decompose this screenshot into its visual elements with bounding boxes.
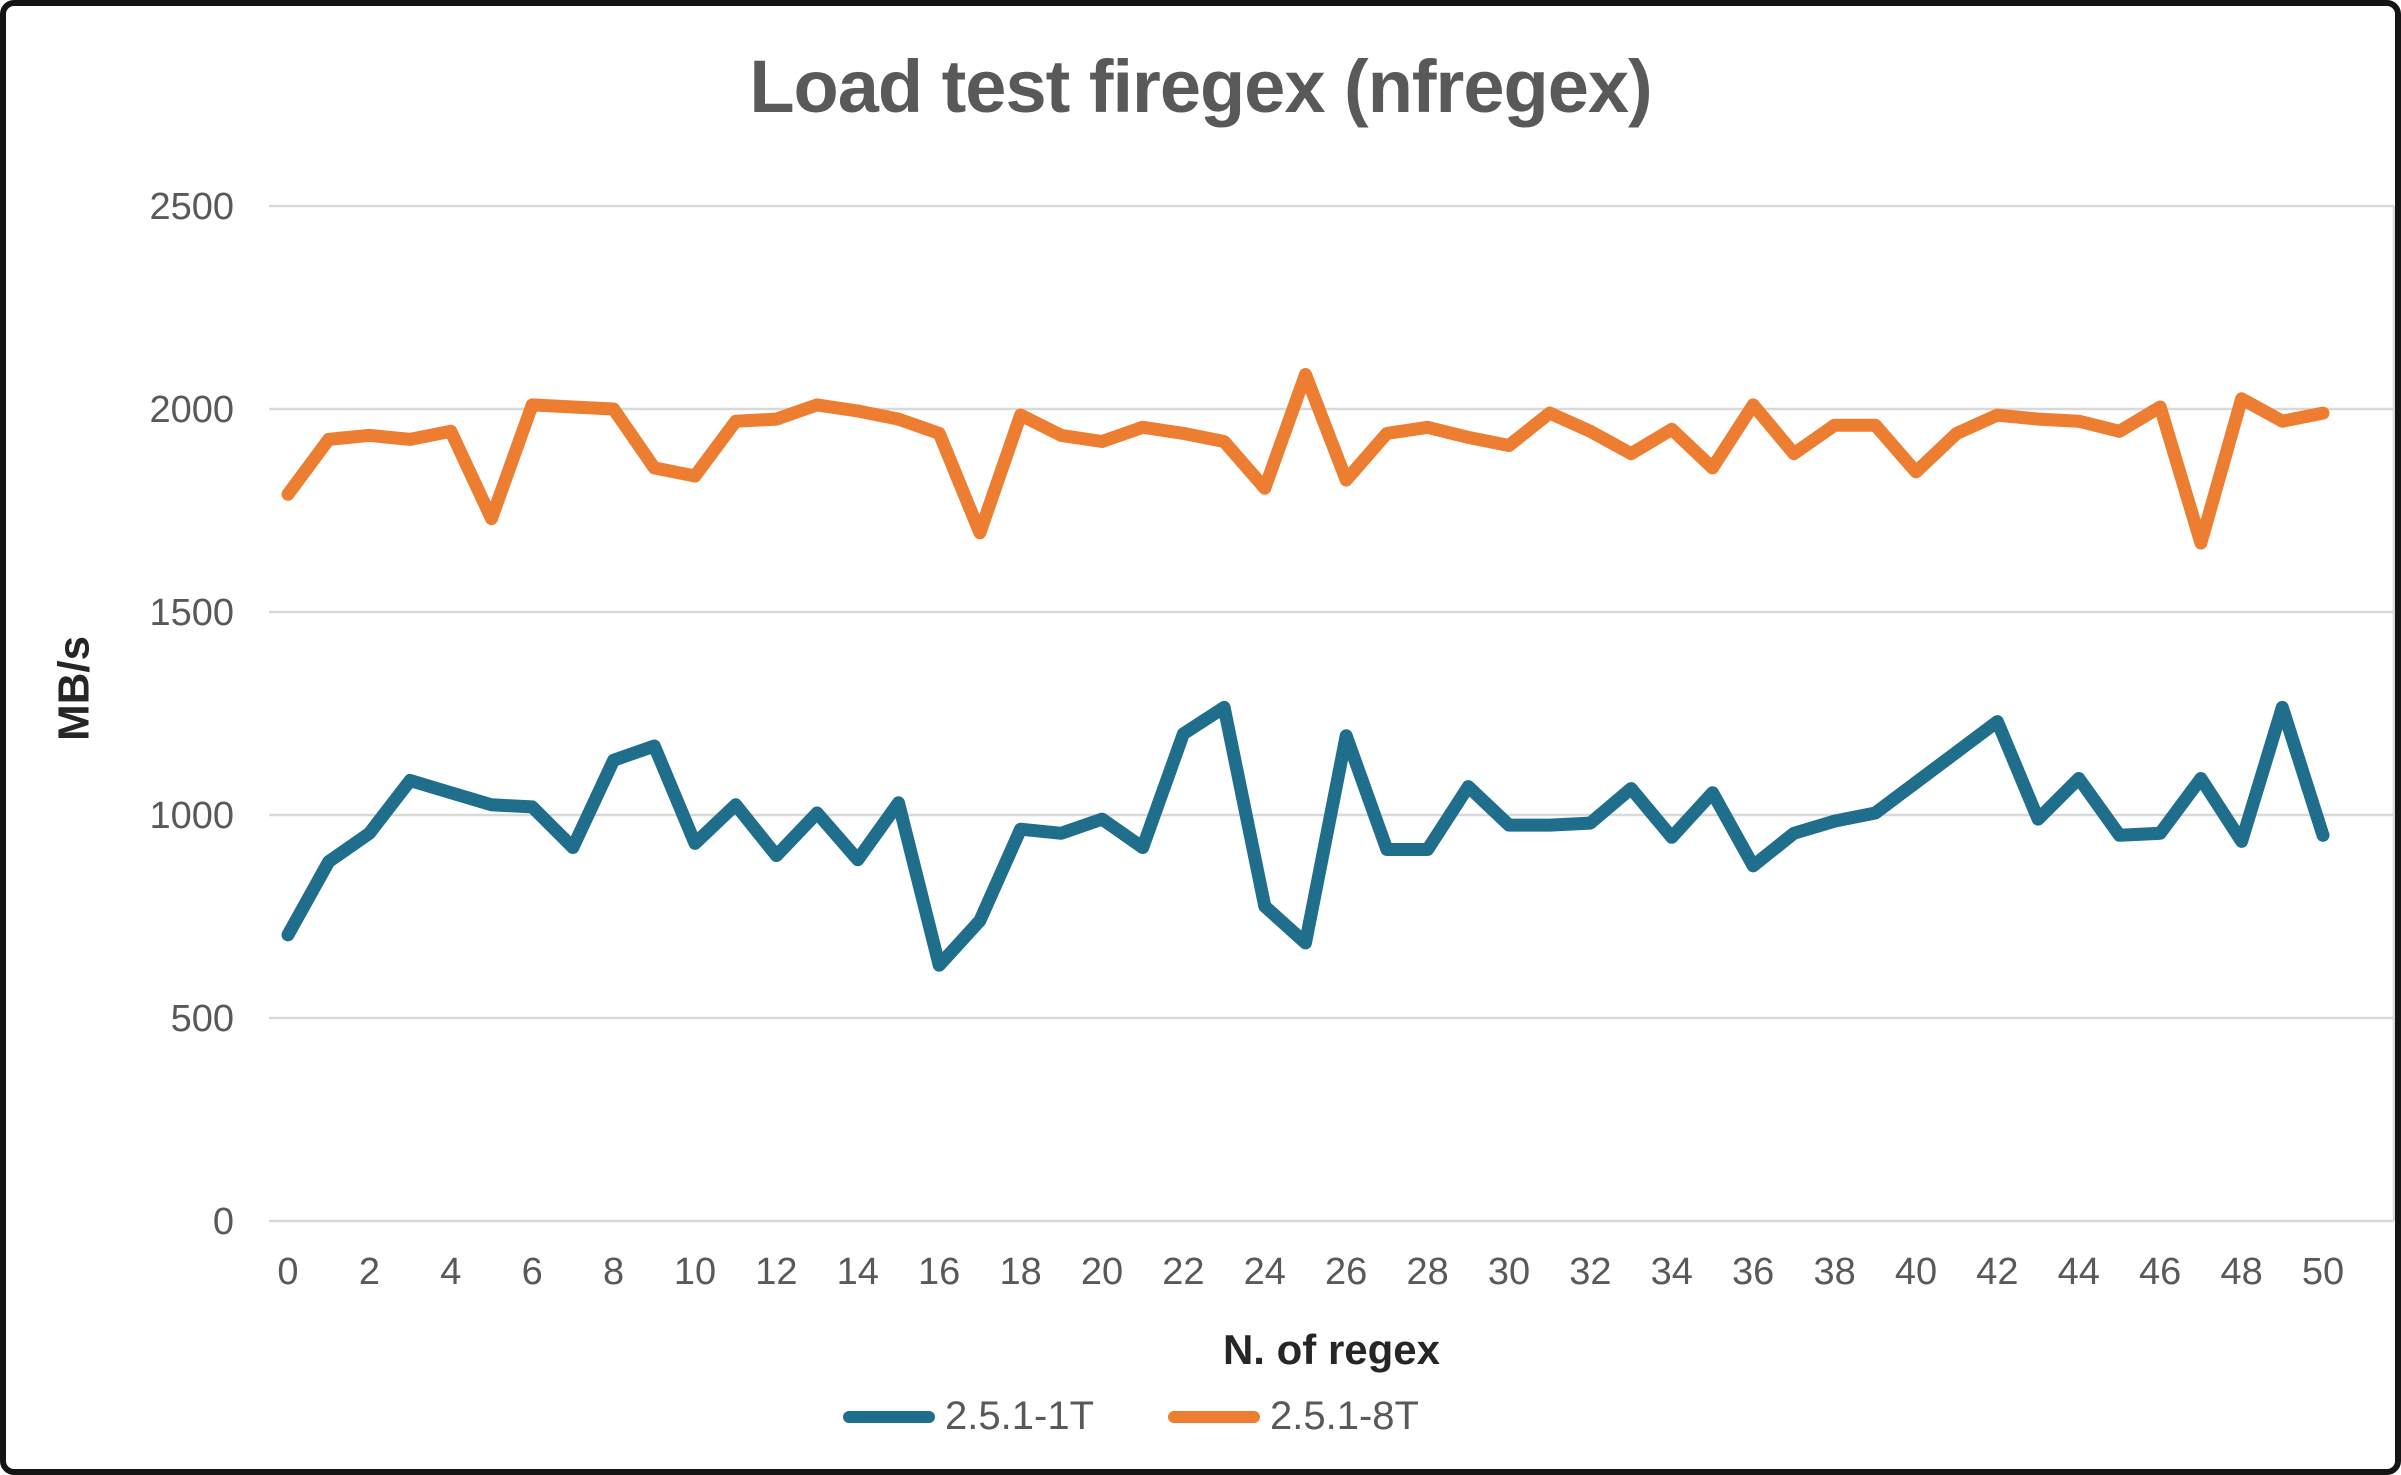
svg-text:0: 0 [213,1201,234,1243]
svg-text:48: 48 [2220,1251,2262,1293]
series-line-2.5.1-1T [281,700,2330,972]
legend-swatch-2-5-1-1t [843,1410,936,1423]
x-axis-tick-labels: 0 2 4 6 8 10 12 14 16 18 20 22 24 26 28 30 32 34 36 38 40 42 4… [277,1251,2344,1293]
legend-item-2-5-1-8t: 2.5.1-8T [1168,1394,1419,1439]
svg-text:20: 20 [1081,1251,1123,1293]
legend: 2.5.1-1T 2.5.1-8T [6,1394,2256,1439]
series-line-2.5.1-8T [281,368,2330,550]
svg-text:2: 2 [359,1251,380,1293]
svg-text:12: 12 [755,1251,797,1293]
svg-text:46: 46 [2139,1251,2181,1293]
svg-text:1000: 1000 [149,795,234,837]
chart-title: Load test firegex (nfregex) [749,45,1652,128]
legend-swatch-2-5-1-8t [1168,1410,1260,1423]
svg-text:1500: 1500 [149,592,234,634]
svg-text:32: 32 [1569,1251,1611,1293]
svg-text:30: 30 [1488,1251,1530,1293]
legend-label-2-5-1-8t: 2.5.1-8T [1270,1394,1419,1438]
svg-text:22: 22 [1162,1251,1204,1293]
svg-text:28: 28 [1406,1251,1448,1293]
svg-text:0: 0 [277,1251,298,1293]
gridlines [269,204,2395,1223]
svg-text:42: 42 [1976,1251,2018,1293]
svg-text:14: 14 [837,1251,879,1293]
svg-text:24: 24 [1244,1251,1286,1293]
x-axis-title: N. of regex [1222,1326,1441,1373]
svg-text:8: 8 [603,1251,624,1293]
svg-text:18: 18 [999,1251,1041,1293]
svg-text:36: 36 [1732,1251,1774,1293]
svg-text:4: 4 [440,1251,461,1293]
svg-text:10: 10 [674,1251,716,1293]
series-lines [281,368,2330,972]
y-axis-tick-labels: 0 500 1000 1500 2000 2500 [149,186,234,1243]
svg-text:38: 38 [1813,1251,1855,1293]
svg-text:34: 34 [1651,1251,1693,1293]
svg-text:44: 44 [2058,1251,2100,1293]
svg-text:6: 6 [522,1251,543,1293]
svg-text:40: 40 [1895,1251,1937,1293]
svg-text:2500: 2500 [149,186,234,228]
svg-text:2000: 2000 [149,389,234,431]
svg-text:26: 26 [1325,1251,1367,1293]
svg-text:16: 16 [918,1251,960,1293]
legend-label-2-5-1-1t: 2.5.1-1T [945,1394,1094,1438]
legend-item-2-5-1-1t: 2.5.1-1T [843,1394,1094,1439]
svg-text:50: 50 [2302,1251,2344,1293]
svg-text:500: 500 [171,998,234,1040]
